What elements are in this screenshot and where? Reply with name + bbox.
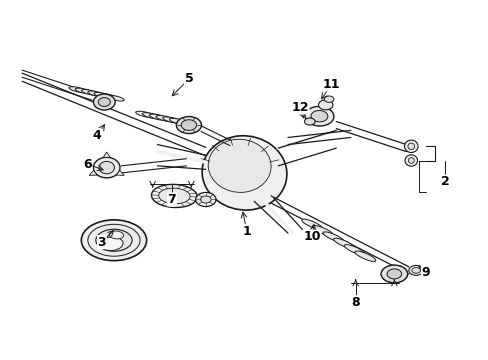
Ellipse shape — [407, 143, 414, 149]
Ellipse shape — [169, 118, 188, 125]
Ellipse shape — [318, 100, 332, 110]
Ellipse shape — [310, 111, 327, 122]
Ellipse shape — [304, 118, 314, 125]
Text: 12: 12 — [291, 101, 308, 114]
Ellipse shape — [149, 114, 168, 121]
Text: 8: 8 — [351, 296, 359, 309]
Text: 11: 11 — [322, 78, 340, 91]
Ellipse shape — [81, 220, 146, 261]
Ellipse shape — [312, 225, 332, 236]
Ellipse shape — [75, 88, 93, 94]
Ellipse shape — [181, 120, 196, 130]
Ellipse shape — [380, 265, 407, 283]
Ellipse shape — [88, 224, 140, 256]
Text: 5: 5 — [184, 72, 193, 85]
Ellipse shape — [386, 269, 401, 279]
Ellipse shape — [163, 117, 182, 123]
Text: 1: 1 — [242, 225, 251, 238]
Ellipse shape — [109, 231, 123, 239]
Polygon shape — [103, 152, 110, 157]
Ellipse shape — [159, 188, 190, 204]
Ellipse shape — [404, 140, 417, 153]
Ellipse shape — [100, 94, 118, 100]
Ellipse shape — [408, 265, 423, 275]
Ellipse shape — [98, 98, 110, 107]
Ellipse shape — [156, 116, 175, 122]
Ellipse shape — [69, 87, 86, 93]
Ellipse shape — [200, 196, 211, 203]
Ellipse shape — [94, 93, 111, 98]
Ellipse shape — [81, 90, 99, 95]
Ellipse shape — [202, 136, 286, 210]
Ellipse shape — [135, 111, 155, 118]
Ellipse shape — [100, 237, 123, 251]
Ellipse shape — [99, 161, 114, 174]
Ellipse shape — [407, 158, 413, 163]
Ellipse shape — [323, 232, 343, 242]
Ellipse shape — [88, 91, 105, 97]
Polygon shape — [89, 170, 97, 175]
Ellipse shape — [344, 244, 365, 255]
Ellipse shape — [96, 229, 132, 251]
Text: 7: 7 — [167, 193, 176, 206]
Text: 9: 9 — [421, 266, 429, 279]
Ellipse shape — [354, 251, 375, 261]
Ellipse shape — [301, 219, 322, 230]
Text: 6: 6 — [83, 158, 92, 171]
Ellipse shape — [404, 155, 417, 166]
Text: 3: 3 — [98, 235, 106, 248]
Ellipse shape — [106, 95, 124, 101]
Ellipse shape — [142, 113, 162, 119]
Ellipse shape — [195, 192, 216, 207]
Ellipse shape — [333, 238, 354, 249]
Ellipse shape — [324, 96, 333, 102]
Ellipse shape — [305, 107, 333, 126]
Ellipse shape — [208, 139, 270, 192]
Text: 10: 10 — [303, 230, 320, 243]
Ellipse shape — [411, 267, 420, 273]
Ellipse shape — [176, 117, 201, 134]
Text: 4: 4 — [93, 129, 101, 142]
Ellipse shape — [151, 184, 197, 207]
Ellipse shape — [93, 94, 115, 110]
Ellipse shape — [93, 157, 120, 178]
Text: 2: 2 — [440, 175, 448, 188]
Polygon shape — [116, 170, 124, 175]
